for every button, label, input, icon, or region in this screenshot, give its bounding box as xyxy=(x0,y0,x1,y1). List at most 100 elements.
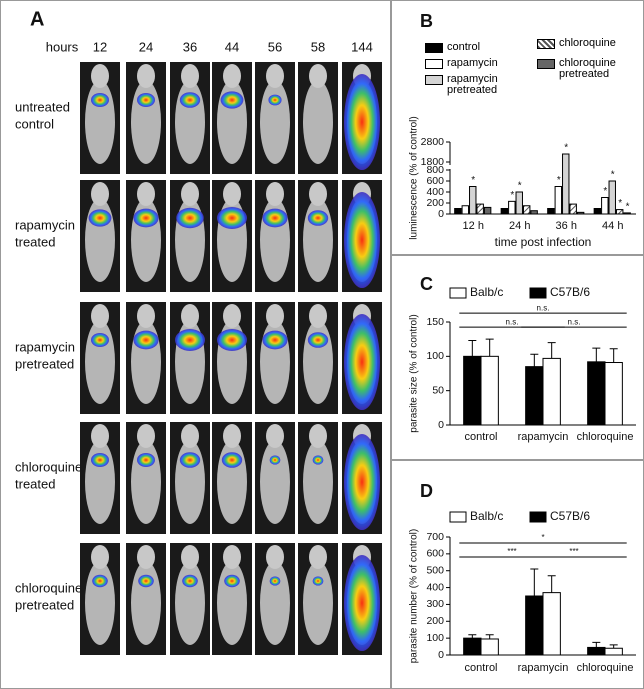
legend-label: rapamycin pretreated xyxy=(447,73,498,96)
mouse-head xyxy=(91,182,109,206)
mouse-image xyxy=(126,180,166,292)
mouse-image xyxy=(298,62,338,174)
mouse-body xyxy=(260,561,290,645)
bar xyxy=(542,592,561,656)
mouse-head xyxy=(266,304,284,328)
signal xyxy=(268,94,282,106)
mouse-head xyxy=(266,424,284,448)
mouse-head xyxy=(266,182,284,206)
mouse-body xyxy=(85,561,115,645)
mouse-image xyxy=(255,62,295,174)
mouse-head xyxy=(91,64,109,88)
x-tick-label: 36 h xyxy=(556,220,577,232)
row-label: untreated xyxy=(15,99,70,114)
mouse-head xyxy=(223,545,241,569)
signal xyxy=(307,332,329,348)
bar xyxy=(601,197,609,215)
y-tick-label: 0 xyxy=(438,208,444,220)
mouse-image xyxy=(255,422,295,534)
mouse-head xyxy=(181,304,199,328)
column-header: hours xyxy=(46,39,79,54)
signal xyxy=(91,453,109,467)
hour-label: 44 xyxy=(225,39,239,54)
bar xyxy=(587,361,606,426)
y-tick-label: 200 xyxy=(426,615,444,627)
signal xyxy=(179,92,201,108)
signal xyxy=(312,576,324,586)
y-tick-label: 500 xyxy=(426,564,444,576)
bar xyxy=(587,646,606,656)
hour-label: 144 xyxy=(351,39,373,54)
mouse-body xyxy=(131,561,161,645)
signal xyxy=(138,574,154,588)
panel-label: A xyxy=(30,8,44,30)
x-tick-label: 12 h xyxy=(463,220,484,232)
x-tick-label: 24 h xyxy=(509,220,530,232)
mouse-image xyxy=(126,422,166,534)
mouse-head xyxy=(181,424,199,448)
mouse-image xyxy=(126,302,166,414)
bar xyxy=(608,180,616,215)
mouse-body xyxy=(303,440,333,524)
x-tick-label: 44 h xyxy=(602,220,623,232)
bar xyxy=(515,191,523,215)
bar xyxy=(483,206,492,215)
legend-entry: rapamycin pretreated xyxy=(425,74,525,96)
row-label: treated xyxy=(15,234,55,249)
legend-swatch xyxy=(537,39,555,49)
significance-marker: * xyxy=(557,175,561,186)
bar xyxy=(554,186,563,215)
mouse-head xyxy=(181,182,199,206)
significance-marker: * xyxy=(471,175,475,186)
error-bar xyxy=(468,340,477,357)
legend-swatch xyxy=(529,287,547,299)
legend-label: rapamycin xyxy=(447,57,498,69)
significance-label: n.s. xyxy=(537,303,550,312)
significance-label: n.s. xyxy=(506,317,519,326)
bar xyxy=(522,205,531,215)
y-tick-label: 100 xyxy=(426,632,444,644)
mouse-head xyxy=(137,424,155,448)
error-bar xyxy=(609,644,618,649)
row-label: chloroquine xyxy=(15,459,82,474)
mouse-image xyxy=(342,180,382,292)
signal xyxy=(269,576,281,586)
legend-label: Balb/c xyxy=(470,285,503,299)
error-bar xyxy=(530,568,539,596)
y-tick-label: 400 xyxy=(426,581,444,593)
significance-marker: * xyxy=(626,202,630,213)
bar xyxy=(615,209,624,215)
mouse-body xyxy=(85,320,115,404)
bar xyxy=(480,355,499,426)
row-label: pretreated xyxy=(15,597,74,612)
legend-entry: chloroquine pretreated xyxy=(537,58,637,80)
signal xyxy=(133,330,159,350)
significance-marker: * xyxy=(618,198,622,209)
legend-swatch xyxy=(449,511,467,523)
signal xyxy=(344,192,380,288)
legend-swatch xyxy=(449,287,467,299)
signal xyxy=(312,455,324,465)
bar xyxy=(547,208,555,215)
mouse-head xyxy=(309,64,327,88)
panel-label: D xyxy=(420,481,433,501)
bar xyxy=(604,647,623,656)
signal xyxy=(88,209,112,227)
legend-label: Balb/c xyxy=(470,509,503,523)
legend-label: C57B/6 xyxy=(550,285,590,299)
mouse-head xyxy=(91,424,109,448)
mouse-head xyxy=(91,304,109,328)
mouse-head xyxy=(137,304,155,328)
signal xyxy=(224,574,240,588)
legend-label: chloroquine xyxy=(559,37,616,49)
bar xyxy=(508,200,516,215)
bar xyxy=(525,366,544,426)
error-bar xyxy=(485,634,494,639)
y-tick-label: 600 xyxy=(426,175,444,187)
bar xyxy=(525,595,544,656)
significance-label: n.s. xyxy=(568,317,581,326)
legend-swatch xyxy=(529,511,547,523)
mouse-head xyxy=(223,182,241,206)
x-tick-label: chloroquine xyxy=(577,662,634,674)
